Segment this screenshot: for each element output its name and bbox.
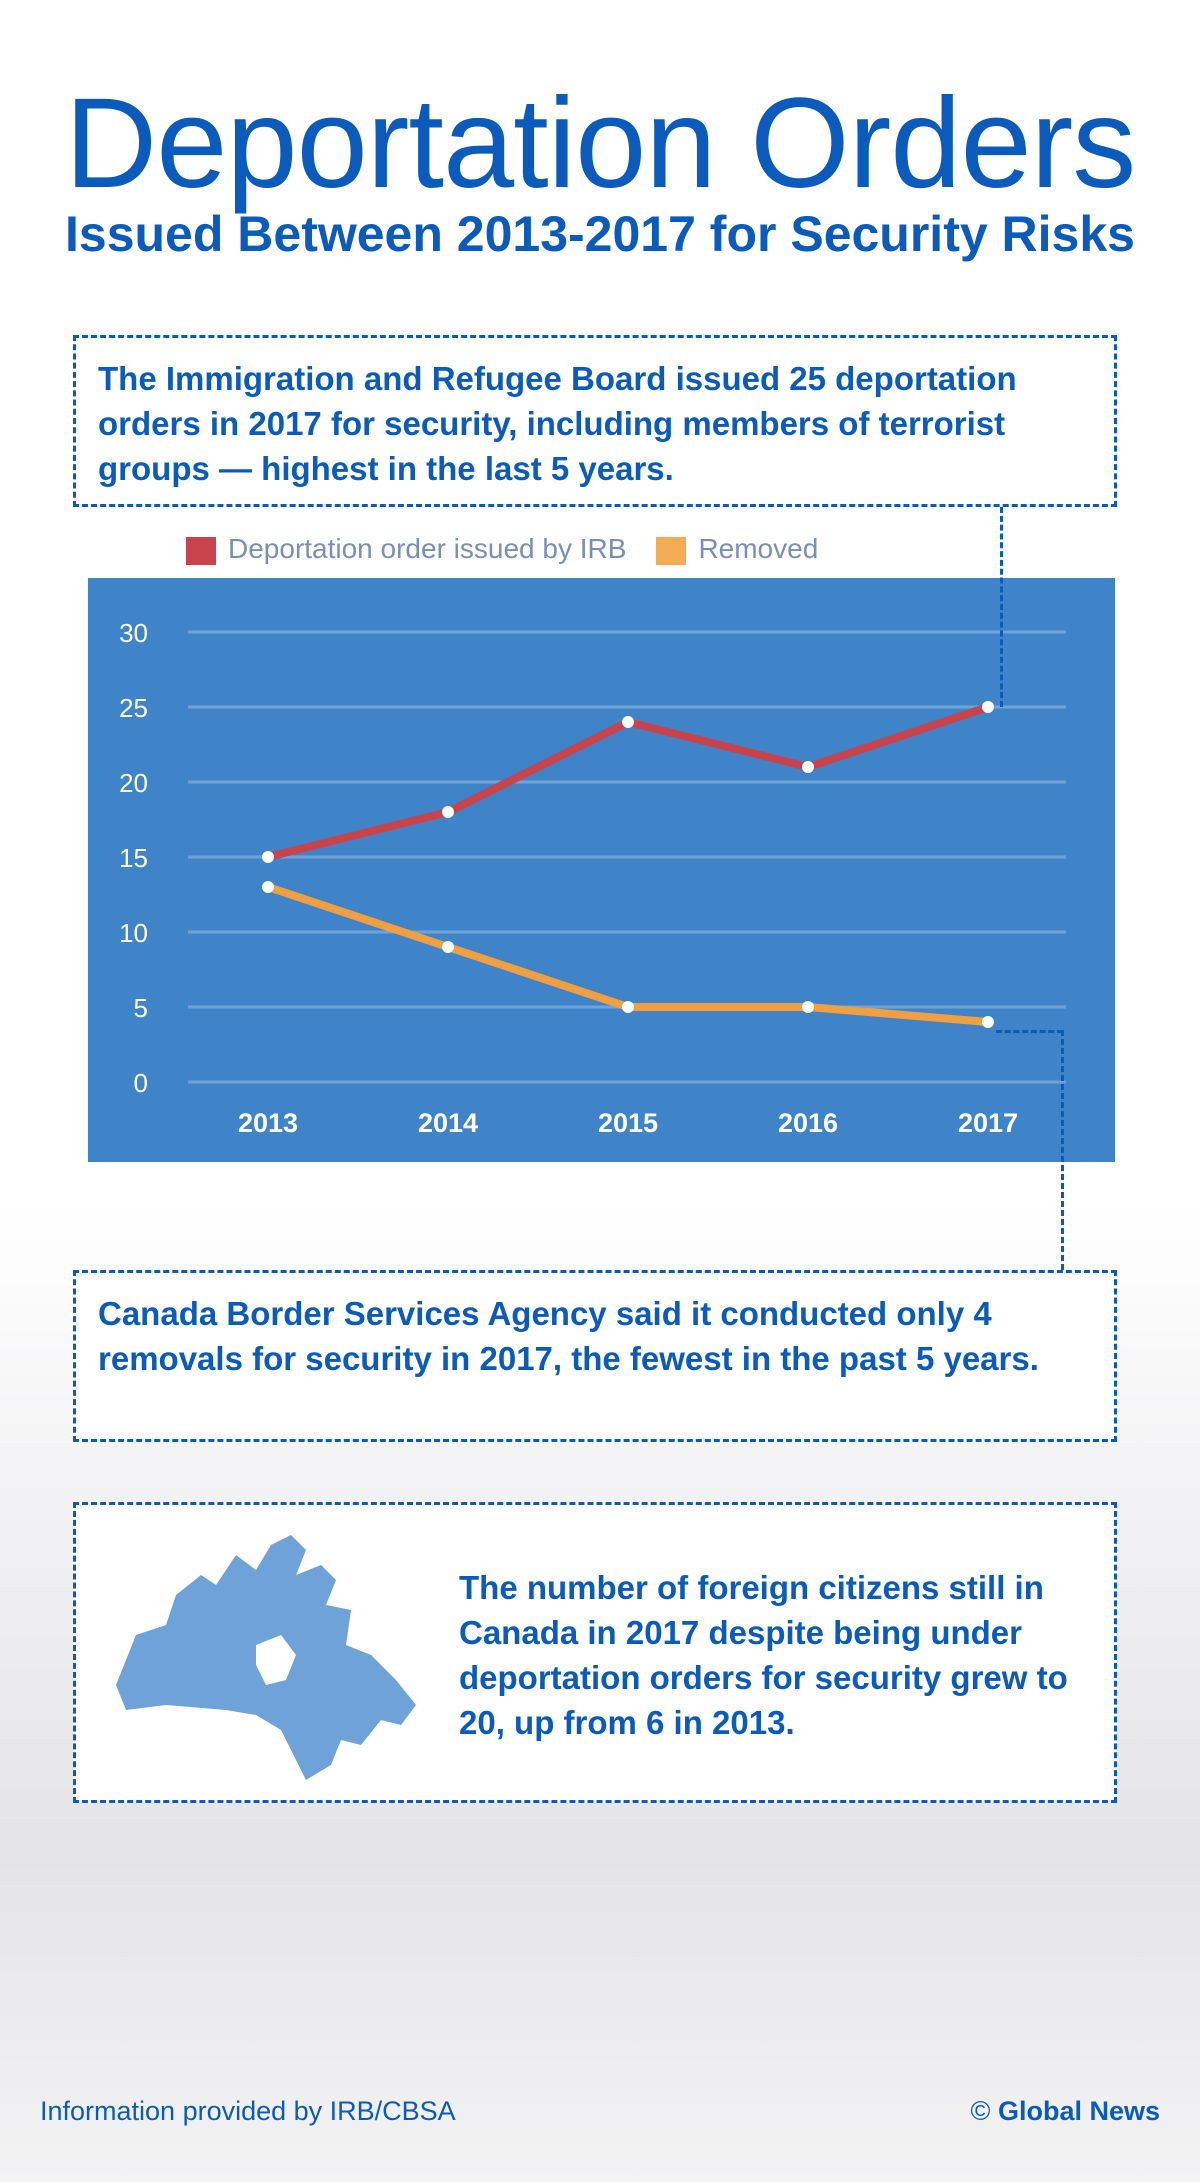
irb-callout: The Immigration and Refugee Board issued… xyxy=(73,335,1117,507)
copyright-symbol: © xyxy=(970,2096,991,2126)
x-tick-label: 2016 xyxy=(778,1108,838,1138)
data-point xyxy=(262,881,274,893)
y-tick-label: 10 xyxy=(119,918,148,948)
y-tick-label: 0 xyxy=(134,1068,148,1098)
data-point xyxy=(442,806,454,818)
data-point xyxy=(262,851,274,863)
page-subtitle: Issued Between 2013-2017 for Security Ri… xyxy=(65,206,1135,262)
foreign-callout-text: The number of foreign citizens still in … xyxy=(459,1569,1068,1741)
x-tick-label: 2014 xyxy=(418,1108,478,1138)
credit: © Global News xyxy=(971,2096,1160,2127)
credit-name: Global News xyxy=(997,2096,1160,2126)
x-tick-label: 2017 xyxy=(958,1108,1018,1138)
removed-connector-h xyxy=(996,1030,1063,1033)
canada-map-icon xyxy=(116,1535,416,1780)
irb-callout-text: The Immigration and Refugee Board issued… xyxy=(98,360,1017,487)
page-title: Deportation Orders xyxy=(64,72,1137,215)
y-tick-label: 15 xyxy=(119,843,148,873)
data-point xyxy=(622,716,634,728)
data-point xyxy=(802,1001,814,1013)
irb-connector xyxy=(1000,507,1003,707)
removed-connector-v xyxy=(1061,1030,1064,1270)
y-tick-label: 5 xyxy=(134,993,148,1023)
x-tick-label: 2015 xyxy=(598,1108,658,1138)
legend-swatch-irb xyxy=(186,536,216,565)
data-point xyxy=(982,1016,994,1028)
y-tick-label: 20 xyxy=(119,768,148,798)
cbsa-callout-text: Canada Border Services Agency said it co… xyxy=(98,1295,1039,1377)
x-tick-label: 2013 xyxy=(238,1108,298,1138)
foreign-callout: The number of foreign citizens still in … xyxy=(73,1502,1117,1803)
data-point xyxy=(442,941,454,953)
data-point xyxy=(982,701,994,713)
chart-legend: Deportation order issued by IRB Removed xyxy=(186,533,818,565)
data-point xyxy=(802,761,814,773)
y-tick-label: 25 xyxy=(119,693,148,723)
data-point xyxy=(622,1001,634,1013)
chart-svg: 0 5 10 15 20 25 30 2013 2014 2015 2016 2017 xyxy=(119,618,1066,1138)
legend-label-irb: Deportation order issued by IRB xyxy=(228,533,627,564)
cbsa-callout: Canada Border Services Agency said it co… xyxy=(73,1270,1117,1442)
y-tick-label: 30 xyxy=(119,618,148,648)
source-note: Information provided by IRB/CBSA xyxy=(40,2096,456,2126)
legend-label-removed: Removed xyxy=(698,533,819,564)
legend-item-removed: Removed xyxy=(656,533,818,565)
legend-swatch-removed xyxy=(656,536,687,565)
legend-item-irb: Deportation order issued by IRB xyxy=(186,533,626,565)
line-chart: 0 5 10 15 20 25 30 2013 2014 2015 2016 2017 xyxy=(88,578,1115,1162)
